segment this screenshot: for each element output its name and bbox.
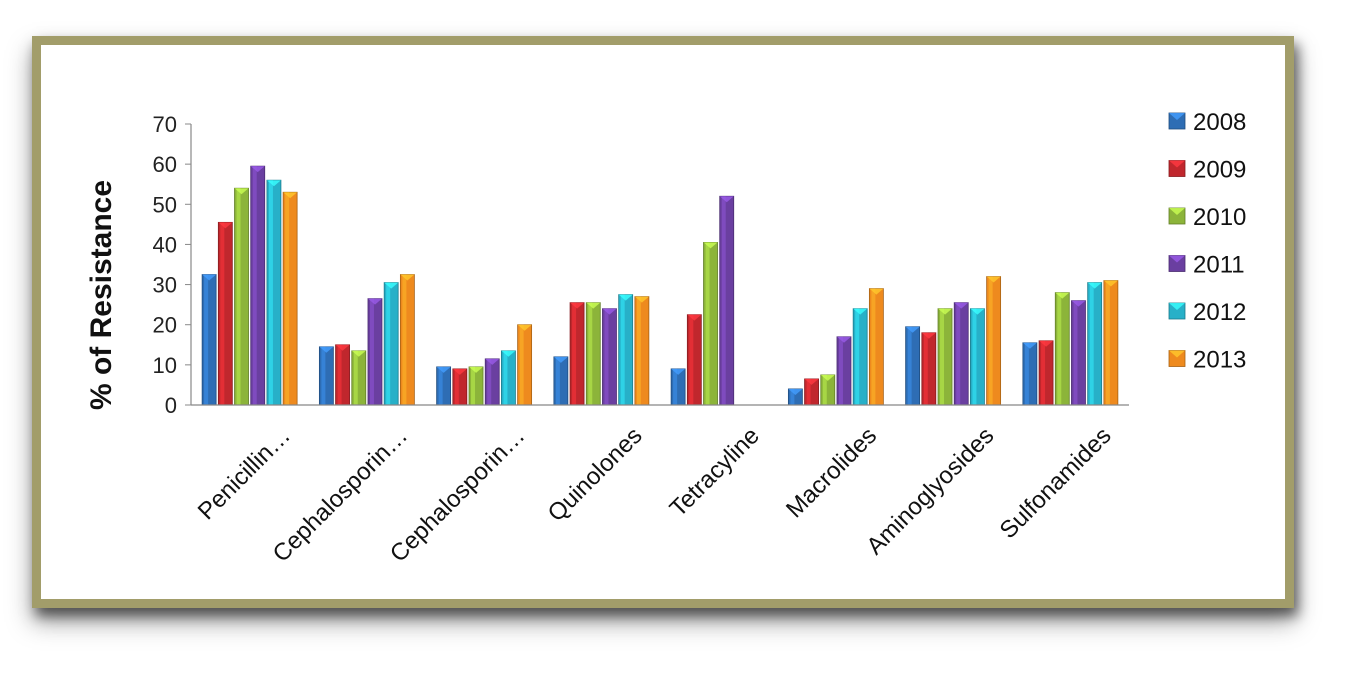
bar-2011 — [1071, 300, 1086, 406]
legend-item-2013: 2013 — [1168, 347, 1246, 374]
x-category-label: Aminoglyosides — [861, 422, 999, 560]
legend-item-2009: 2009 — [1168, 157, 1246, 184]
legend-label: 2012 — [1193, 299, 1246, 326]
y-tick-label: 10 — [153, 353, 177, 378]
bar-2012 — [383, 282, 399, 406]
legend-label: 2011 — [1193, 252, 1245, 279]
bar-2013 — [986, 276, 1002, 406]
bar-2010 — [1054, 292, 1070, 406]
bar-2010 — [703, 242, 718, 406]
bar-2008 — [318, 346, 334, 406]
bar-2008 — [670, 368, 686, 406]
bar-2010 — [820, 374, 836, 406]
bar-2012 — [501, 350, 516, 406]
x-category-label: Tetracyline — [665, 422, 765, 522]
legend-label: 2009 — [1193, 157, 1246, 184]
y-axis-label: % of Resistance — [85, 180, 118, 410]
bar-2012 — [852, 308, 868, 406]
y-tick-label: 30 — [153, 273, 177, 298]
bar-2012 — [1087, 282, 1103, 406]
y-tick-label: 70 — [153, 112, 177, 137]
bar-2012 — [266, 179, 282, 406]
x-category-label: Penicillin… — [193, 422, 296, 525]
bar-2010 — [468, 366, 484, 406]
bar-2008 — [436, 366, 452, 406]
bar-2008 — [787, 388, 803, 406]
bar-2011 — [250, 165, 266, 406]
bar-2009 — [335, 344, 350, 406]
bar-2009 — [1038, 340, 1054, 406]
bar-2008 — [1022, 342, 1038, 406]
x-category-label: Macrolides — [781, 422, 882, 523]
bar-2011 — [484, 358, 500, 406]
legend-label: 2008 — [1193, 109, 1246, 136]
bar-2013 — [634, 296, 650, 406]
bar-2011 — [602, 308, 617, 406]
bar-2008 — [201, 274, 217, 406]
bar-2008 — [905, 326, 921, 406]
legend-item-2012: 2012 — [1168, 299, 1246, 326]
bar-2013 — [282, 191, 298, 406]
bar-2009 — [804, 378, 819, 406]
x-category-label: Sulfonamides — [995, 422, 1117, 544]
bar-2009 — [569, 302, 585, 406]
bar-2013 — [868, 288, 884, 406]
y-tick-label: 50 — [153, 192, 177, 217]
bar-2011 — [953, 302, 969, 406]
y-tick-label: 20 — [153, 313, 177, 338]
bar-2011 — [836, 336, 852, 406]
bar-2010 — [937, 308, 953, 406]
bar-2010 — [234, 187, 249, 406]
x-category-label: Quinolones — [543, 422, 648, 527]
bar-2013 — [1103, 280, 1119, 406]
bar-2013 — [517, 324, 533, 406]
bar-2008 — [553, 356, 569, 406]
bar-2009 — [452, 368, 468, 406]
chart-frame: 0 10 20 30 40 50 60 70 Penicillin… Cephalosporin…… — [32, 36, 1294, 608]
bar-2011 — [719, 195, 735, 406]
bar-2013 — [399, 274, 415, 406]
y-tick-label: 60 — [153, 152, 177, 177]
bar-2012 — [618, 294, 634, 406]
bar-2010 — [351, 350, 367, 406]
y-tick-label: 40 — [153, 232, 177, 257]
y-tick-label: 0 — [165, 393, 177, 418]
legend-item-2010: 2010 — [1168, 204, 1246, 231]
legend-item-2008: 2008 — [1168, 109, 1246, 136]
legend-label: 2013 — [1193, 347, 1246, 374]
bar-chart: 010203040506070Penicillin…Cephalosporin…… — [85, 109, 1246, 568]
bar-2009 — [686, 314, 702, 406]
bar-2009 — [217, 221, 233, 406]
bar-2009 — [921, 332, 937, 406]
legend-label: 2010 — [1193, 204, 1246, 231]
bar-2010 — [585, 302, 601, 406]
bar-2011 — [367, 298, 383, 406]
legend-item-2011: 2011 — [1168, 252, 1245, 279]
bar-2012 — [970, 308, 985, 406]
